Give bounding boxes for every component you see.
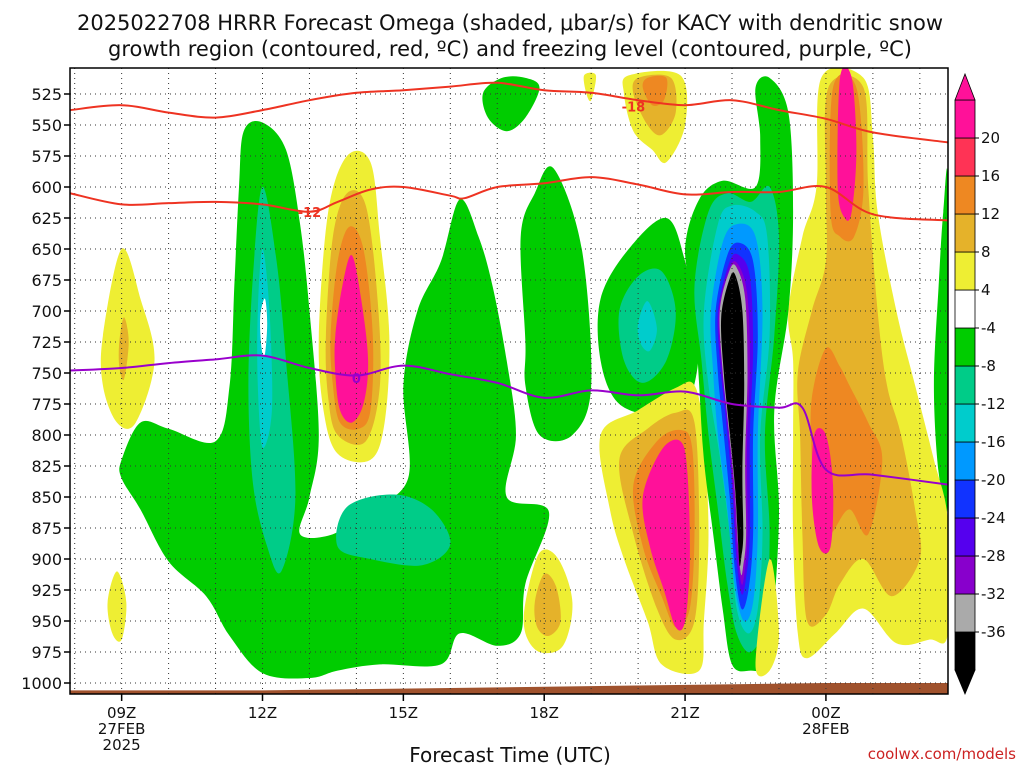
colorbar-segment-3 xyxy=(954,517,976,557)
colorbar-label-8: -16 xyxy=(981,433,1006,451)
x-tick-label-9-1: 27FEB xyxy=(98,720,145,738)
omega-region-19-level-8 xyxy=(534,573,561,637)
y-tick-label-900: 900 xyxy=(31,550,62,569)
colorbar-label-6: -8 xyxy=(981,357,996,375)
omega-region-6-level--12 xyxy=(336,494,451,566)
chart-title-line-2: growth region (contoured, red, ºC) and f… xyxy=(108,37,912,61)
y-tick-label-750: 750 xyxy=(31,364,62,383)
y-axis: 525 550 575 600 625 650 675 700 725 750 775 800 825 8… xyxy=(21,85,70,693)
colorbar-label-4: 4 xyxy=(981,281,991,299)
colorbar-segment-7 xyxy=(954,365,976,405)
y-tick-label-825: 825 xyxy=(31,457,62,476)
omega-region-27-level-12 xyxy=(642,75,668,106)
colorbar-segment-2 xyxy=(954,555,976,595)
colorbar-segment-6 xyxy=(954,403,976,443)
omega-region-43-level-4 xyxy=(755,558,779,677)
colorbar-label-12: -32 xyxy=(981,585,1006,603)
y-tick-label-625: 625 xyxy=(31,209,62,228)
x-tick-label-12-0: 12Z xyxy=(248,704,277,722)
colorbar-arrow-top xyxy=(954,72,976,101)
colorbar-segment-11 xyxy=(954,213,976,253)
y-tick-label-875: 875 xyxy=(31,519,62,538)
y-tick-label-775: 775 xyxy=(31,395,62,414)
x-tick-label-18-0: 18Z xyxy=(530,704,559,722)
y-tick-label-600: 600 xyxy=(31,178,62,197)
omega-region-17-level-20 xyxy=(334,255,369,423)
omega-region-33-level-20 xyxy=(811,428,834,554)
omega-shading-layer xyxy=(70,68,948,694)
omega-region-42-level--40 xyxy=(720,272,745,567)
y-tick-label-575: 575 xyxy=(31,147,62,166)
y-tick-label-925: 925 xyxy=(31,581,62,600)
colorbar-arrow-bottom xyxy=(954,669,976,696)
colorbar-segment-12 xyxy=(954,175,976,215)
isotherm-line-1 xyxy=(70,176,948,222)
omega-region-13-level-4 xyxy=(107,571,127,642)
colorbar-label-0: 20 xyxy=(981,129,1000,147)
colorbar-label-1: 16 xyxy=(981,167,1000,185)
colorbar-segment-5 xyxy=(954,441,976,481)
credit-label: coolwx.com/models xyxy=(868,745,1016,763)
colorbar-label-13: -36 xyxy=(981,623,1006,641)
x-tick-label-24-1: 28FEB xyxy=(802,720,849,738)
colorbar-label-3: 8 xyxy=(981,243,991,261)
y-tick-label-650: 650 xyxy=(31,240,62,259)
colorbar-segment-8 xyxy=(954,327,976,367)
colorbar-label-11: -28 xyxy=(981,547,1006,565)
colorbar-label-7: -12 xyxy=(981,395,1006,413)
x-tick-label-15-0: 15Z xyxy=(389,704,418,722)
x-axis-label: Forecast Time (UTC) xyxy=(409,743,611,767)
omega-region-25-level-4 xyxy=(583,72,597,102)
x-tick-label-24-0: 00Z xyxy=(811,704,840,722)
chart-title-line-1: 2025022708 HRRR Forecast Omega (shaded, … xyxy=(77,11,943,35)
colorbar-segment-13 xyxy=(954,137,976,177)
omega-region-12-level-8 xyxy=(118,317,129,381)
colorbar-segment-10 xyxy=(954,251,976,291)
isotherm-line-0 xyxy=(70,81,948,144)
colorbar-segment-4 xyxy=(954,479,976,519)
omega-region-3-level--8 xyxy=(482,76,540,132)
y-tick-label-1000: 1000 xyxy=(21,674,62,693)
plot-frame xyxy=(69,67,949,695)
isotherm-label-0: -18 xyxy=(622,100,646,115)
colorbar-segment-9 xyxy=(954,289,976,329)
y-tick-label-950: 950 xyxy=(31,612,62,631)
colorbar-segment-0 xyxy=(954,631,976,671)
freezing_level-label-2: 0 xyxy=(352,372,361,387)
y-tick-label-675: 675 xyxy=(31,271,62,290)
plot-area: -18 -12 0 xyxy=(69,67,949,695)
x-tick-label-9-0: 09Z xyxy=(107,704,136,722)
freezing_level-line-2 xyxy=(70,354,948,486)
y-tick-label-975: 975 xyxy=(31,643,62,662)
ground-strip xyxy=(70,683,948,694)
omega-region-1-level--8 xyxy=(520,166,592,442)
omega-region-9-level--16 xyxy=(637,301,657,352)
y-tick-label-725: 725 xyxy=(31,333,62,352)
contour-layer: -18 -12 0 xyxy=(70,81,948,486)
isotherm-label-1: -12 xyxy=(298,206,322,221)
y-tick-label-550: 550 xyxy=(31,116,62,135)
colorbar-label-2: 12 xyxy=(981,205,1000,223)
colorbar: 20 16 12 8 4 -4 -8 -12 -16 -20 -24 -28 -32 -36 xyxy=(954,72,1006,696)
colorbar-segment-1 xyxy=(954,593,976,633)
y-tick-label-700: 700 xyxy=(31,302,62,321)
x-tick-label-9-2: 2025 xyxy=(103,736,141,754)
y-tick-label-850: 850 xyxy=(31,488,62,507)
y-tick-label-800: 800 xyxy=(31,426,62,445)
colorbar-label-10: -24 xyxy=(981,509,1006,527)
x-tick-label-21-0: 21Z xyxy=(670,704,699,722)
omega-region-23-level-20 xyxy=(642,439,690,631)
colorbar-label-5: -4 xyxy=(981,319,996,337)
y-tick-label-525: 525 xyxy=(31,85,62,104)
colorbar-segment-14 xyxy=(954,99,976,139)
colorbar-label-9: -20 xyxy=(981,471,1006,489)
omega-region-32-level-20 xyxy=(837,68,857,221)
